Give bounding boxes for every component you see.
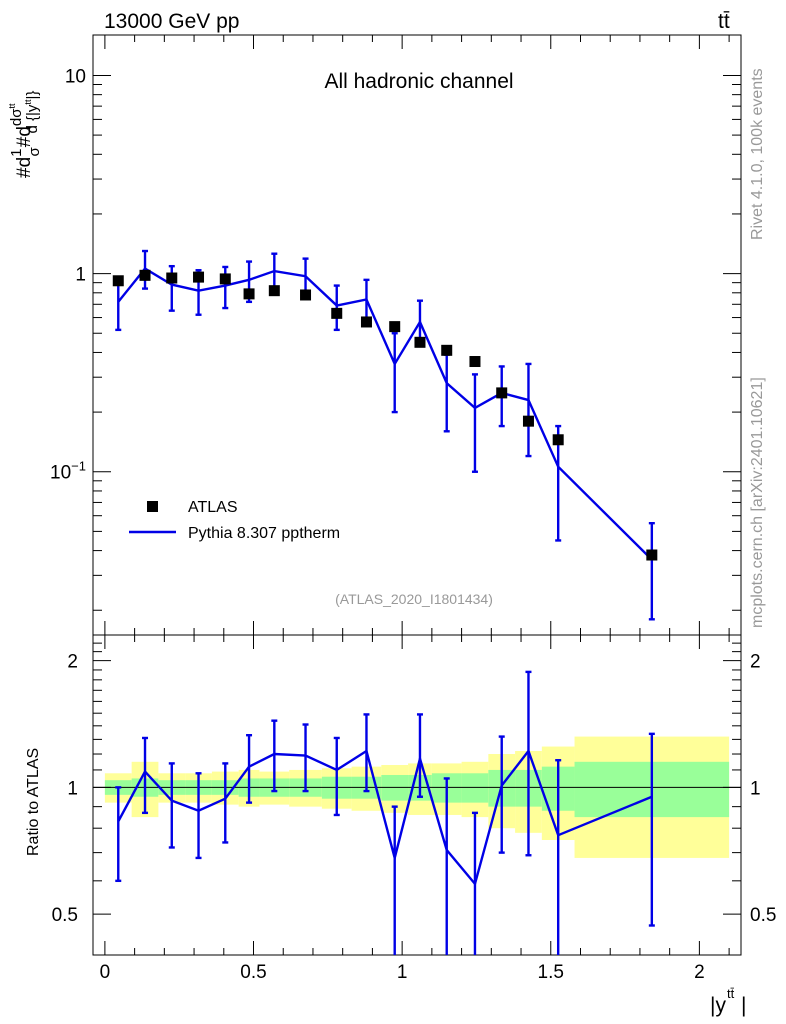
analysis-id: (ATLAS_2020_I1801434) xyxy=(335,591,493,607)
tick-labels: 0 0.5 1 1.5 2 10 1 10−1 2 2 1 1 0.5 0.5 xyxy=(50,35,776,983)
x-tick-label: 0 xyxy=(100,962,111,983)
rivet-info: Rivet 4.1.0, 100k events xyxy=(749,68,766,240)
x-axis-label: |y tt̄ | xyxy=(710,986,746,1017)
data-point xyxy=(522,415,534,427)
data-point xyxy=(360,316,372,328)
data-point xyxy=(268,285,280,297)
data-point xyxy=(441,344,453,356)
y-tick-label-0.1: 10−1 xyxy=(50,459,86,484)
ratio-frame xyxy=(92,634,742,956)
channel-title: All hadronic channel xyxy=(324,70,513,93)
ratio-y-axis-label: Ratio to ATLAS xyxy=(25,748,42,856)
ratio-y-tick-label-right: 2 xyxy=(750,652,761,673)
main-panel xyxy=(92,34,742,636)
main-frame xyxy=(92,34,742,636)
data-point xyxy=(414,336,426,348)
data-point xyxy=(193,271,205,283)
data-point xyxy=(300,289,312,301)
ratio-y-tick-label-left: 2 xyxy=(67,652,78,673)
y-tick-label-1: 1 xyxy=(75,265,86,286)
legend-data-label: ATLAS xyxy=(188,499,238,516)
y-tick-label-10: 10 xyxy=(65,66,86,87)
legend-data-marker xyxy=(147,501,158,512)
data-point xyxy=(469,356,481,368)
x-axis-label-sup: tt̄ xyxy=(727,986,735,1001)
main-y-axis-label: #d1σ#ddσtt d {|ytt|} xyxy=(7,91,43,178)
x-tick-label: 1.5 xyxy=(538,962,564,983)
legend-mc-label: Pythia 8.307 pptherm xyxy=(188,525,340,542)
data-point xyxy=(552,434,564,446)
x-tick-label: 1 xyxy=(397,962,408,983)
data-point xyxy=(219,273,231,285)
ratio-panel xyxy=(92,634,742,956)
energy-label: 13000 GeV pp xyxy=(104,10,239,33)
data-point xyxy=(139,269,151,281)
data-point xyxy=(112,275,124,287)
x-tick-label: 0.5 xyxy=(240,962,266,983)
ratio-y-tick-label-left: 1 xyxy=(67,778,78,799)
ratio-y-tick-label-left: 0.5 xyxy=(52,905,78,926)
data-point xyxy=(331,307,343,319)
data-point xyxy=(166,272,178,284)
data-point xyxy=(243,288,255,300)
ratio-band-inner xyxy=(461,773,489,803)
data-point xyxy=(646,549,658,561)
process-label: tt̄ xyxy=(718,10,730,33)
data-point xyxy=(389,321,401,333)
mcplots-info: mcplots.cern.ch [arXiv:2401.10621] xyxy=(749,377,766,628)
x-axis-label-base: |y xyxy=(710,994,726,1017)
x-axis-label-close: | xyxy=(741,994,746,1017)
x-tick-label: 2 xyxy=(694,962,705,983)
legend: ATLAS Pythia 8.307 pptherm xyxy=(129,499,340,542)
main-y-axis-label-text: #d1σ#ddσtt d {|ytt|} xyxy=(7,91,43,178)
ratio-mc-line xyxy=(117,748,653,887)
ratio-y-tick-label-right: 0.5 xyxy=(750,905,776,926)
data-point xyxy=(496,387,508,399)
ratio-y-tick-label-right: 1 xyxy=(750,778,761,799)
